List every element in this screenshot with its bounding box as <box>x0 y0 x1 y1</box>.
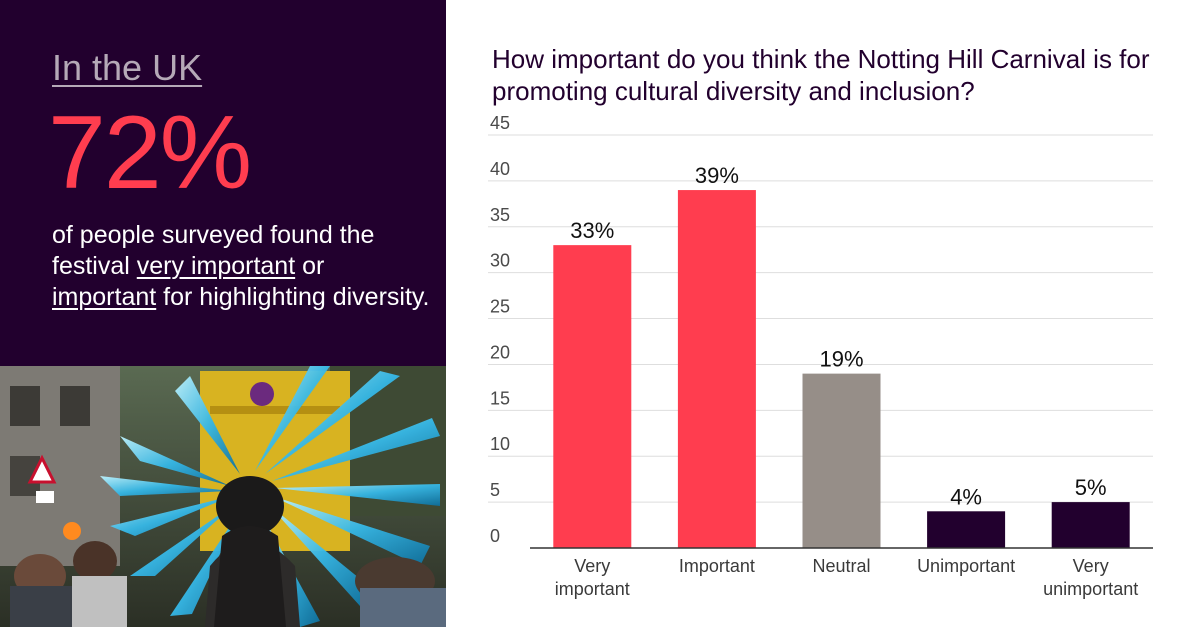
category-label: important <box>555 579 630 599</box>
bar <box>677 190 756 549</box>
stat-desc-text: of people surveyed found the festival <box>52 221 375 280</box>
bar <box>802 373 881 548</box>
category-label: Very <box>1073 556 1109 576</box>
y-tick-label: 45 <box>490 115 510 133</box>
headline-stat: 72% <box>48 95 252 211</box>
data-label: 19% <box>819 347 863 372</box>
y-tick-label: 0 <box>490 526 500 546</box>
bar <box>927 511 1006 548</box>
very-important-highlight: very important <box>136 251 296 280</box>
y-tick-label: 10 <box>490 434 510 454</box>
y-tick-label: 15 <box>490 388 510 408</box>
stat-description: of people surveyed found the festival ve… <box>52 220 432 312</box>
category-label: Neutral <box>812 556 870 576</box>
y-tick-label: 35 <box>490 205 510 225</box>
data-label: 4% <box>950 484 982 509</box>
summary-panel: In the UK 72% of people surveyed found t… <box>0 0 446 627</box>
important-highlight: important <box>52 282 157 311</box>
y-tick-label: 25 <box>490 297 510 317</box>
bar-chart: 0 5 10 15 20 25 30 35 40 45 33% Very important 39% Imp… <box>488 115 1153 599</box>
category-label: unimportant <box>1043 579 1138 599</box>
y-tick-label: 20 <box>490 342 510 362</box>
y-tick-label: 30 <box>490 251 510 271</box>
category-label: Important <box>679 556 755 576</box>
data-label: 33% <box>570 218 614 243</box>
region-label: In the UK <box>52 47 203 88</box>
category-label: Very <box>574 556 610 576</box>
bar <box>1051 502 1130 548</box>
category-label: Unimportant <box>917 556 1015 576</box>
stat-desc-text: for highlighting diversity. <box>156 282 430 311</box>
stat-desc-text: or <box>295 251 325 280</box>
chart-title: How important do you think the Notting H… <box>492 44 1150 106</box>
bar <box>553 245 632 548</box>
y-tick-label: 40 <box>490 159 510 179</box>
y-tick-label: 5 <box>490 480 500 500</box>
data-label: 39% <box>695 163 739 188</box>
carnival-photo <box>0 366 446 627</box>
data-label: 5% <box>1075 475 1107 500</box>
